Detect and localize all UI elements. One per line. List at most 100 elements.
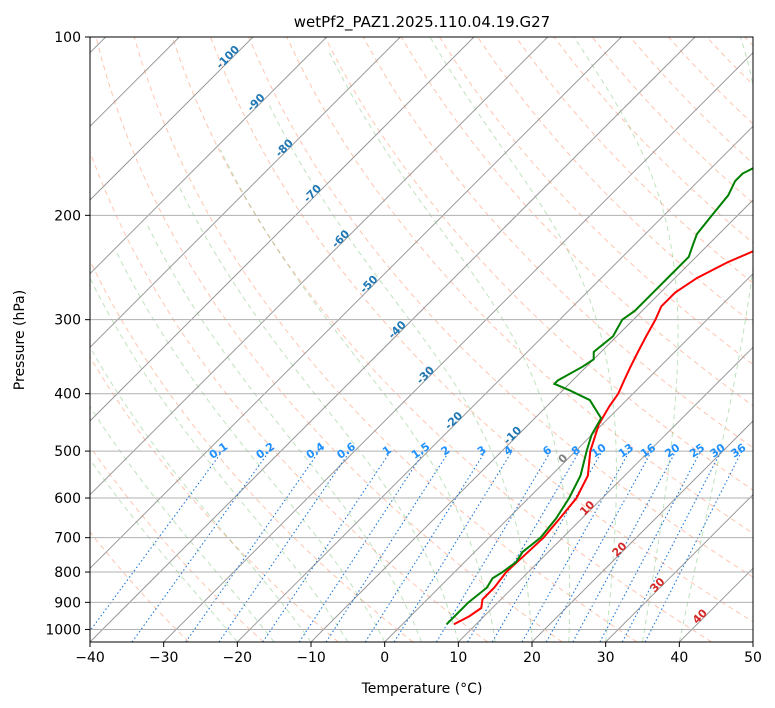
moist-adiabat — [90, 277, 349, 642]
dewpoint-line — [445, 167, 753, 625]
x-tick-label: −10 — [296, 650, 326, 666]
isotherm-label: -60 — [329, 227, 352, 250]
mixing-ratio-label: 36 — [728, 441, 748, 461]
isotherm — [90, 37, 328, 275]
moist-adiabat — [115, 251, 386, 642]
mixing-ratio-line — [218, 450, 351, 642]
mixing-ratio-line — [262, 450, 392, 642]
x-tick-label: 50 — [744, 650, 762, 666]
dry-adiabat — [133, 37, 638, 642]
dry-adiabat — [90, 531, 190, 642]
mixing-ratio-line — [545, 450, 653, 642]
isotherm-label: -20 — [442, 409, 465, 432]
x-axis-label: Temperature (°C) — [361, 681, 483, 697]
moist-adiabat — [678, 37, 753, 642]
mixing-ratio-label: 20 — [662, 441, 682, 461]
moist-adiabat — [268, 104, 533, 642]
x-tick-label: 30 — [597, 650, 615, 666]
isotherm — [531, 420, 753, 642]
dry-adiabat — [90, 356, 339, 642]
mixing-ratio-label: 0.6 — [335, 440, 359, 462]
moist-adiabat — [219, 149, 496, 642]
isotherm — [457, 346, 753, 642]
dry-adiabat — [439, 37, 753, 366]
mixing-ratio-line — [467, 450, 580, 642]
x-tick-label: −30 — [149, 650, 179, 666]
chart-title: wetPf2_PAZ1.2025.110.04.19.G27 — [294, 13, 550, 32]
temperature-line — [453, 250, 753, 626]
isotherm-label: -50 — [357, 273, 380, 296]
isotherm — [384, 272, 753, 642]
x-tick-label: 40 — [670, 650, 688, 666]
moist-adiabat — [90, 405, 275, 642]
isotherm-label: -40 — [386, 318, 409, 341]
profile-series — [445, 167, 753, 626]
isotherm — [163, 51, 753, 642]
y-tick-label: 700 — [54, 531, 81, 547]
mixing-ratio-line — [435, 450, 552, 642]
isotherm — [310, 199, 753, 642]
isotherm-label: 10 — [577, 498, 597, 518]
mixing-ratio-label: 30 — [708, 441, 728, 461]
moist-adiabat — [179, 188, 459, 642]
isotherm — [752, 641, 753, 642]
plot-frame — [89, 36, 754, 643]
mixing-ratio-label: 25 — [687, 441, 707, 460]
x-axis-ticks: −40 −30 −20 −10 0 10 20 30 40 50 — [75, 642, 762, 666]
isotherm-label: -90 — [244, 91, 267, 114]
mixing-ratio-line — [364, 450, 486, 642]
isotherm — [236, 125, 753, 642]
mixing-ratio-line — [90, 450, 223, 632]
mixing-ratio-line — [325, 450, 450, 642]
y-tick-label: 100 — [54, 30, 81, 46]
y-tick-label: 400 — [54, 387, 81, 403]
dry-adiabat — [515, 37, 753, 284]
y-tick-label: 500 — [54, 444, 81, 460]
dry-adiabat — [90, 445, 264, 642]
dry-adiabat — [400, 37, 753, 407]
dry-adiabat — [706, 37, 753, 86]
dry-adiabat — [248, 37, 753, 578]
pressure-gridlines — [90, 37, 753, 630]
y-tick-label: 800 — [54, 565, 81, 581]
isotherm — [90, 37, 622, 570]
moist-adiabat — [573, 37, 679, 642]
isotherm — [90, 37, 475, 422]
y-tick-label: 900 — [54, 595, 81, 611]
isotherm-label: -70 — [301, 182, 324, 205]
dry-adiabat — [90, 259, 414, 642]
isotherm — [90, 37, 401, 349]
mixing-ratio-label: 0.4 — [304, 440, 328, 462]
dry-adiabat — [90, 150, 488, 642]
line-labels: 0.1 0.2 0.4 0.6 1 1.5 2 3 4 6 8 10 13 16 20 25 30 36-100-… — [207, 43, 749, 627]
isotherm — [90, 37, 696, 642]
mixing-ratio-line — [491, 450, 603, 642]
mixing-ratio-label: 16 — [638, 441, 658, 461]
mixing-ratio-label: 0.1 — [207, 440, 230, 462]
isotherm — [605, 493, 753, 642]
y-tick-label: 300 — [54, 313, 81, 329]
y-tick-label: 600 — [54, 491, 81, 507]
x-tick-label: −20 — [223, 650, 253, 666]
x-tick-label: −40 — [75, 650, 105, 666]
dry-adiabat — [95, 37, 563, 642]
moist-adiabat — [145, 221, 422, 642]
x-tick-label: 0 — [380, 650, 389, 666]
dry-adiabat — [210, 37, 753, 623]
dry-adiabat — [744, 37, 753, 47]
y-tick-label: 1000 — [45, 622, 81, 638]
mixing-ratio-label: 1.5 — [409, 440, 432, 462]
x-tick-label: 20 — [523, 650, 541, 666]
mixing-ratio-line — [393, 450, 513, 642]
moist-adiabat — [90, 346, 312, 642]
background-lines — [90, 37, 753, 642]
isotherm — [678, 567, 753, 642]
isotherm-label: 40 — [690, 606, 710, 626]
mixing-ratio-line — [572, 450, 677, 642]
x-tick-label: 10 — [449, 650, 467, 666]
isotherm-label: 30 — [648, 575, 668, 595]
y-tick-label: 200 — [54, 208, 81, 224]
isotherm-label: -100 — [213, 43, 242, 72]
mixing-ratio-line — [298, 450, 425, 642]
